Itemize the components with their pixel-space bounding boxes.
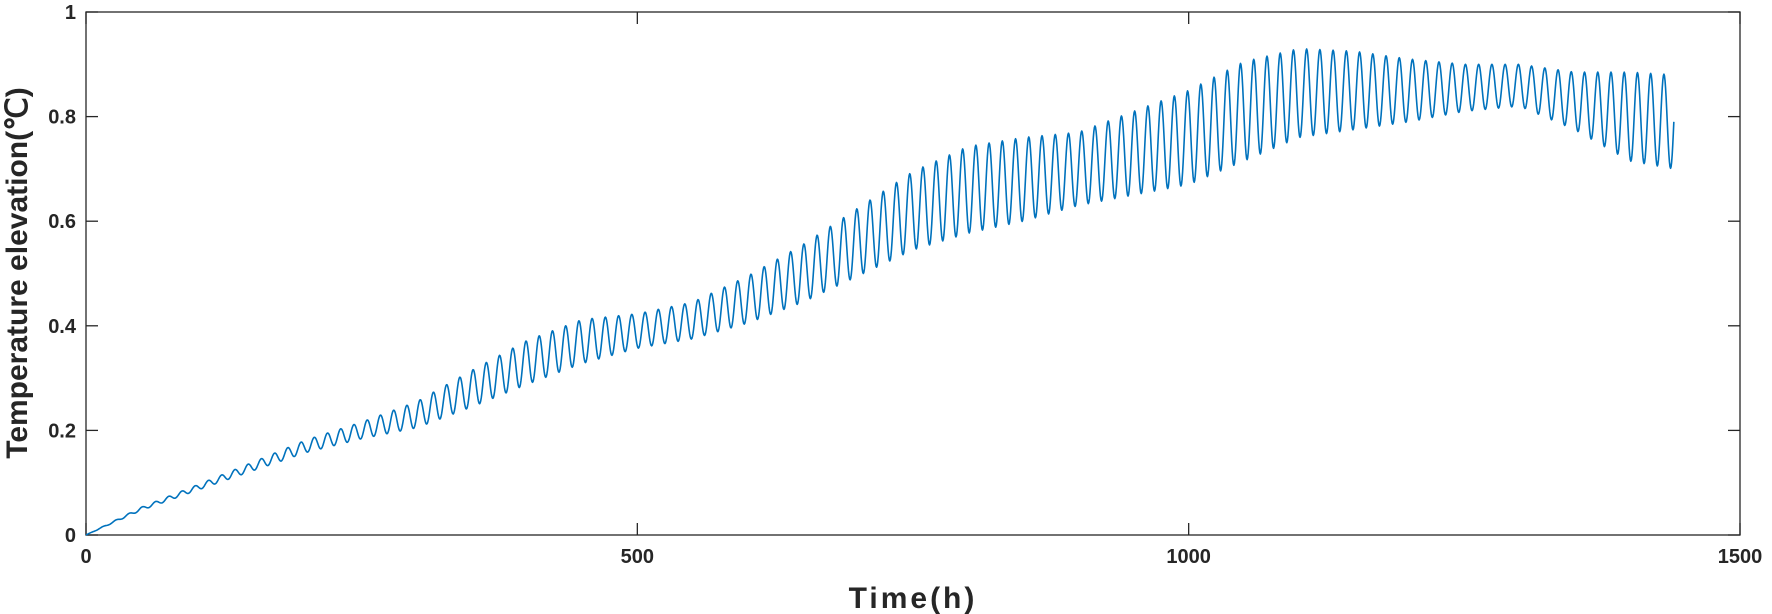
plot-area	[85, 11, 1741, 536]
y-tick-label: 0	[65, 525, 76, 547]
y-tick-label: 0.8	[48, 107, 76, 129]
x-tick-label: 1500	[1718, 546, 1763, 568]
y-tick-label: 0.6	[48, 211, 76, 233]
y-tick-label: 1	[65, 2, 76, 24]
axis-ticks	[85, 11, 1741, 536]
x-tick-label: 500	[621, 546, 654, 568]
axis-tick-labels: 0 500 1000 1500 0 0.2 0.4 0.6 0.8 1	[48, 2, 1762, 568]
temperature-series-line	[85, 48, 1675, 536]
y-tick-label: 0.4	[48, 316, 77, 338]
x-tick-label: 0	[80, 546, 91, 568]
y-axis-label: Temperature elevation(℃)	[1, 87, 34, 459]
y-tick-label: 0.2	[48, 420, 76, 442]
x-axis-label: Time(h)	[849, 582, 978, 614]
x-tick-label: 1000	[1166, 546, 1211, 568]
